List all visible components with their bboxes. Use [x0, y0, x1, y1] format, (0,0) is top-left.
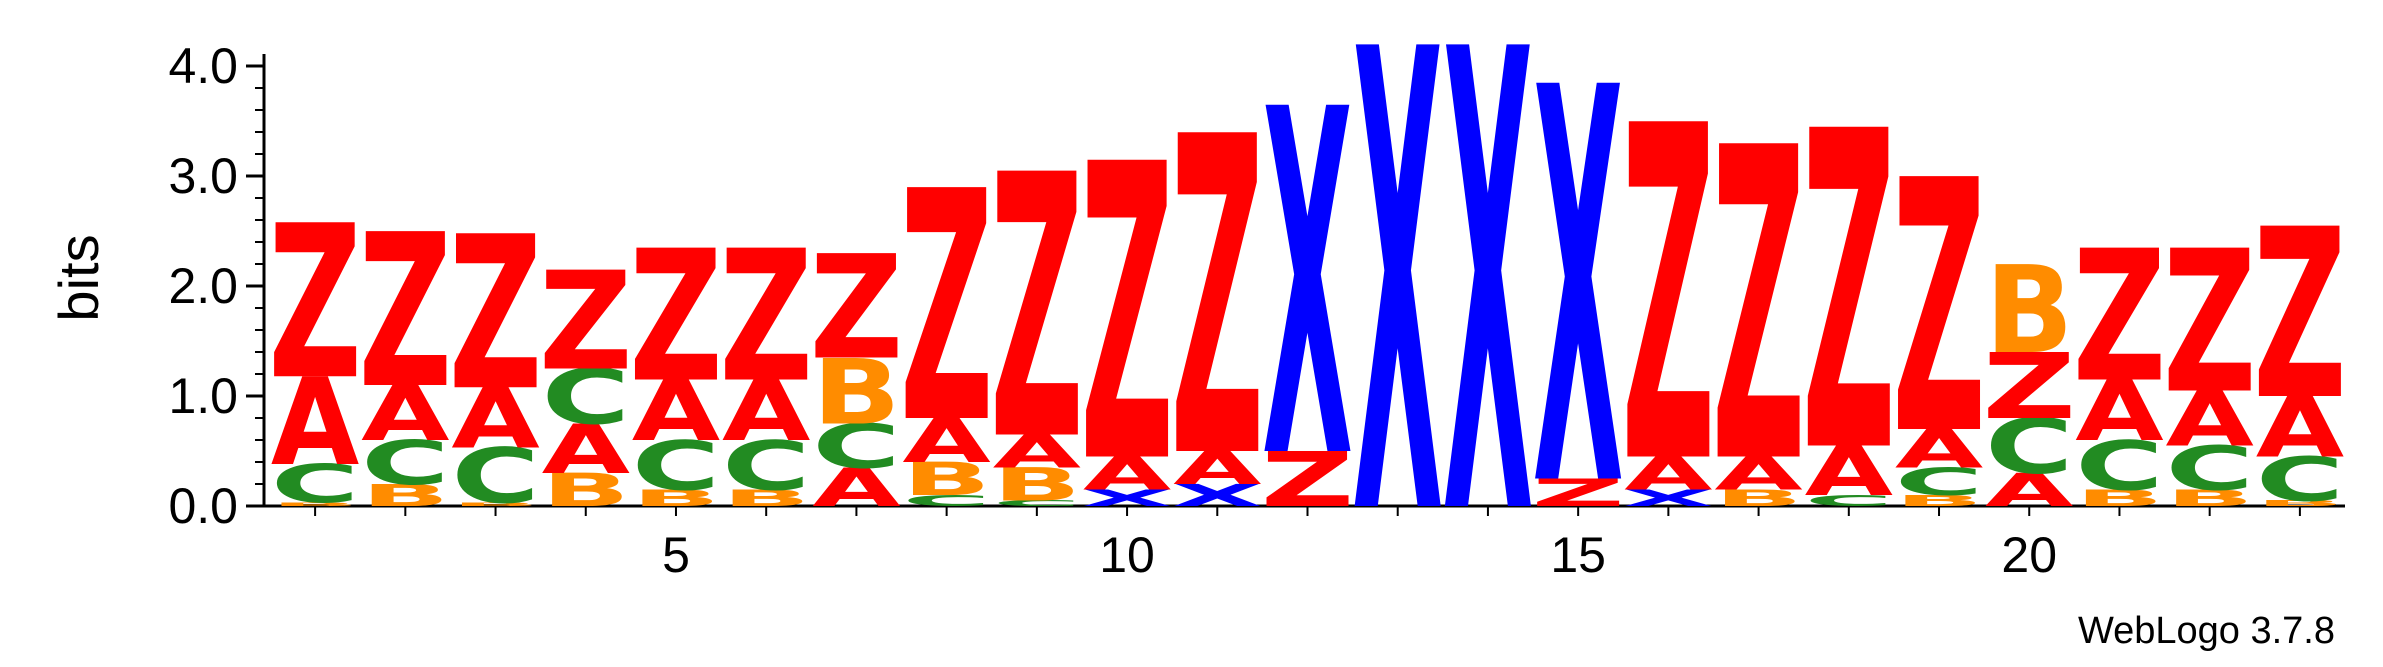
logo-letter-z: Z: [1170, 47, 1264, 556]
logo-letter-b: B: [993, 458, 1081, 511]
logo-letter-x: X: [1352, 0, 1443, 656]
y-tick-label: 0.0: [168, 478, 238, 534]
logo-letter-c: C: [451, 433, 539, 521]
logo-letter-a: A: [451, 370, 539, 467]
logo-letter-b: B: [722, 485, 810, 512]
logo-letter-c: C: [1895, 460, 1983, 504]
logo-letter-c: C: [902, 492, 990, 510]
logo-letter-b: B: [632, 485, 720, 512]
x-tick-label: 15: [1550, 527, 1606, 583]
logo-letter-z: Z: [1080, 80, 1174, 553]
logo-letter-x: X: [1623, 485, 1714, 511]
y-tick-label: 2.0: [168, 258, 238, 314]
logo-letter-b: B: [1714, 485, 1802, 512]
logo-letter-a: A: [2075, 363, 2163, 460]
logo-letter-b: B: [902, 453, 990, 506]
logo-letter-c: C: [361, 429, 449, 499]
logo-letter-c: C: [542, 354, 630, 442]
logo-letter-z: Z: [629, 213, 723, 424]
logo-letter-a: A: [361, 370, 450, 458]
x-tick-label: 10: [1099, 527, 1155, 583]
logo-letter-b: B: [271, 502, 359, 507]
logo-letter-z: Z: [1802, 41, 1896, 550]
logo-letter-z: Z: [539, 243, 633, 401]
x-tick-label: 5: [662, 527, 690, 583]
logo-letter-c: C: [812, 412, 900, 482]
logo-letter-z: Z: [2163, 210, 2257, 438]
logo-letter-c: C: [722, 427, 810, 506]
logo-letter-b: B: [812, 339, 900, 445]
logo-letter-a: A: [1985, 464, 2073, 517]
logo-letter-a: A: [993, 426, 1081, 479]
y-tick-label: 4.0: [168, 38, 238, 94]
logo-letter-b: B: [361, 478, 449, 513]
logo-letter-c: C: [993, 499, 1081, 508]
logo-letter-a: A: [902, 406, 991, 477]
logo-letter-z: Z: [449, 193, 543, 438]
logo-letter-b: B: [451, 502, 539, 507]
logo-letter-b: B: [2256, 499, 2344, 508]
logo-letter-a: A: [1173, 442, 1261, 495]
logo-letter-z: Z: [2253, 179, 2347, 451]
logo-letter-x: X: [1172, 478, 1263, 513]
logo-letter-c: C: [1985, 403, 2073, 491]
logo-letter-x: X: [1082, 485, 1173, 511]
logo-letter-b: B: [1895, 492, 1983, 510]
logo-letter-a: A: [632, 363, 720, 460]
y-axis-label: bits: [47, 234, 110, 321]
logo-letter-z: Z: [1531, 472, 1625, 516]
logo-letter-z: Z: [359, 191, 453, 436]
logo-letter-a: A: [1624, 448, 1712, 501]
x-tick-label: 20: [2001, 527, 2057, 583]
logo-letter-z: Z: [1712, 57, 1806, 558]
logo-letter-c: C: [271, 454, 359, 515]
logo-letter-a: A: [812, 457, 901, 519]
logo-letter-a: A: [542, 411, 631, 490]
logo-letter-z: Z: [1261, 436, 1355, 524]
logo-letter-x: X: [1443, 0, 1534, 656]
logo-letter-c: C: [2256, 445, 2344, 515]
logo-letter-a: A: [2256, 379, 2344, 476]
y-tick-label: 3.0: [168, 148, 238, 204]
logo-letter-c: C: [632, 427, 720, 506]
logo-letter-a: A: [1083, 448, 1171, 501]
logo-letter-z: Z: [2073, 213, 2167, 424]
logo-letter-z: Z: [1622, 29, 1716, 565]
logo-letter-c: C: [2075, 427, 2163, 506]
logo-letter-x: X: [1262, 10, 1353, 563]
weblogo-credit: WebLogo 3.7.8: [2078, 610, 2335, 652]
logo-letter-a: A: [722, 363, 810, 460]
logo-letter-a: A: [1805, 433, 1894, 512]
y-tick-label: 1.0: [168, 368, 238, 424]
logo-letter-z: Z: [990, 100, 1084, 521]
logo-letter-c: C: [1805, 492, 1893, 510]
logo-letter-b: B: [2075, 485, 2163, 512]
logo-letter-a: A: [1895, 418, 1984, 480]
logo-letter-z: Z: [719, 213, 813, 424]
logo-letter-b: B: [1985, 240, 2073, 381]
logo-letter-z: Z: [1982, 335, 2076, 440]
logo-letter-z: Z: [268, 182, 362, 427]
logo-letter-c: C: [2165, 434, 2253, 504]
logo-letter-z: Z: [810, 225, 904, 392]
logo-letter-a: A: [1714, 448, 1802, 501]
logo-letter-b: B: [542, 464, 630, 517]
logo-letter-a: A: [271, 352, 359, 493]
logo-letter-z: Z: [1892, 107, 1986, 511]
logo-letter-x: X: [1533, 0, 1624, 607]
logo-letter-z: Z: [900, 126, 994, 494]
logo-letter-b: B: [2165, 485, 2253, 512]
logo-letter-a: A: [2165, 375, 2254, 463]
